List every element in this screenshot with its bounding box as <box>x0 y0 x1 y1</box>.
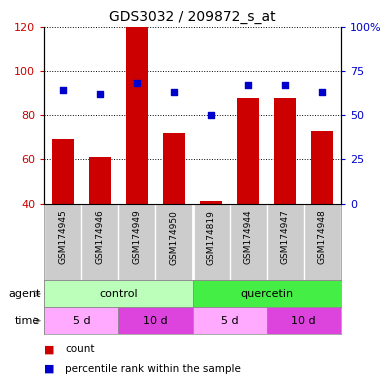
Bar <box>200 201 222 204</box>
Text: GSM174946: GSM174946 <box>95 210 104 265</box>
Point <box>319 89 325 95</box>
Bar <box>192 307 267 334</box>
Text: count: count <box>65 344 95 354</box>
Text: GSM174948: GSM174948 <box>318 210 327 265</box>
Bar <box>89 157 111 204</box>
Text: control: control <box>99 289 138 299</box>
Text: GSM174945: GSM174945 <box>58 210 67 265</box>
Text: GSM174947: GSM174947 <box>281 210 290 265</box>
Text: agent: agent <box>8 289 40 299</box>
Point <box>282 82 288 88</box>
Text: 5 d: 5 d <box>221 316 238 326</box>
Point <box>245 82 251 88</box>
Text: GSM174950: GSM174950 <box>169 210 179 265</box>
Text: GSM174819: GSM174819 <box>206 210 216 265</box>
Bar <box>44 280 192 307</box>
Point <box>208 112 214 118</box>
Text: time: time <box>15 316 40 326</box>
Bar <box>44 307 119 334</box>
Bar <box>192 280 341 307</box>
Text: 10 d: 10 d <box>143 316 168 326</box>
Text: 5 d: 5 d <box>72 316 90 326</box>
Bar <box>119 307 192 334</box>
Text: 10 d: 10 d <box>291 316 316 326</box>
Title: GDS3032 / 209872_s_at: GDS3032 / 209872_s_at <box>109 10 276 25</box>
Text: GSM174949: GSM174949 <box>132 210 141 265</box>
Point <box>134 80 140 86</box>
Bar <box>126 27 148 204</box>
Text: quercetin: quercetin <box>240 289 293 299</box>
Point <box>60 88 66 94</box>
Bar <box>274 98 296 204</box>
Bar <box>237 98 259 204</box>
Bar <box>267 307 341 334</box>
Bar <box>311 131 333 204</box>
Text: ■: ■ <box>44 364 55 374</box>
Point <box>97 91 103 97</box>
Point <box>171 89 177 95</box>
Bar <box>52 139 74 204</box>
Text: GSM174944: GSM174944 <box>244 210 253 264</box>
Text: percentile rank within the sample: percentile rank within the sample <box>65 364 241 374</box>
Text: ■: ■ <box>44 344 55 354</box>
Bar <box>163 133 185 204</box>
